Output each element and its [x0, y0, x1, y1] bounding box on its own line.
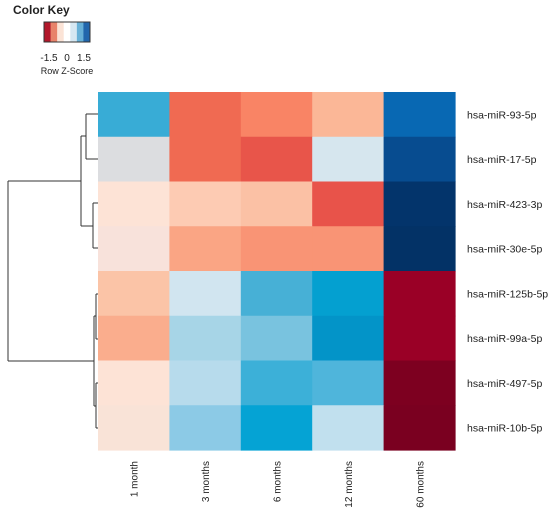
color-key-step — [70, 22, 78, 42]
heatmap-cell — [240, 136, 313, 183]
heatmap-cell — [240, 360, 313, 406]
heatmap-cell — [98, 405, 170, 451]
column-label: 3 months — [201, 461, 212, 502]
heatmap-cell — [240, 271, 313, 317]
row-label: hsa-miR-423-3p — [467, 199, 542, 211]
heatmap-cell — [169, 271, 242, 317]
color-key-tick-mid: 0 — [64, 53, 70, 64]
heatmap-cell — [98, 136, 170, 183]
heatmap-cell — [312, 271, 385, 317]
heatmap-cell — [240, 92, 313, 138]
color-key-gradient-bar — [44, 22, 91, 42]
heatmap-cell — [98, 315, 170, 362]
heatmap-cell — [312, 136, 385, 183]
heatmap-cells — [98, 92, 456, 451]
row-label: hsa-miR-125b-5p — [467, 288, 548, 300]
heatmap-cell — [98, 226, 170, 272]
column-label: 1 month — [130, 461, 141, 497]
row-label: hsa-miR-10b-5p — [467, 423, 542, 435]
heatmap-cell — [98, 360, 170, 406]
heatmap-cell — [312, 92, 385, 138]
column-label: 60 months — [415, 461, 426, 508]
column-label: 6 months — [273, 461, 284, 502]
heatmap-cell — [98, 92, 170, 138]
color-key: Color Key -1.5 0 1.5 Row Z-Score — [13, 3, 93, 76]
row-dendrogram — [7, 113, 98, 429]
heatmap-cell — [383, 315, 456, 362]
color-key-step — [83, 22, 91, 42]
color-key-step — [63, 22, 71, 42]
row-label: hsa-miR-99a-5p — [467, 333, 542, 345]
heatmap-cell — [240, 181, 313, 227]
heatmap-cell — [312, 181, 385, 227]
column-label: 12 months — [344, 461, 355, 508]
row-label: hsa-miR-30e-5p — [467, 244, 542, 256]
row-label: hsa-miR-17-5p — [467, 154, 537, 166]
heatmap-cell — [383, 405, 456, 451]
heatmap-cell — [240, 315, 313, 362]
color-key-step — [57, 22, 65, 42]
row-label: hsa-miR-93-5p — [467, 109, 537, 121]
column-labels: 1 month 3 months 6 months 12 months 60 month… — [130, 461, 427, 508]
color-key-step — [44, 22, 52, 42]
heatmap-cell — [240, 226, 313, 272]
color-key-tick-high: 1.5 — [77, 53, 91, 64]
row-labels: hsa-miR-93-5p hsa-miR-17-5p hsa-miR-423-3p… — [467, 109, 548, 434]
row-label: hsa-miR-497-5p — [467, 378, 542, 390]
heatmap-cell — [383, 92, 456, 138]
color-key-step — [50, 22, 58, 42]
heatmap-cell — [98, 181, 170, 227]
heatmap-cell — [169, 226, 242, 272]
heatmap-cell — [312, 405, 385, 451]
color-key-title: Color Key — [13, 3, 70, 17]
heatmap-cell — [169, 360, 242, 406]
color-key-label: Row Z-Score — [41, 66, 94, 76]
heatmap-cell — [312, 360, 385, 406]
heatmap-cell — [240, 405, 313, 451]
heatmap-cell — [169, 92, 242, 138]
color-key-step — [76, 22, 84, 42]
heatmap-cell — [383, 181, 456, 227]
heatmap-cell — [383, 271, 456, 317]
heatmap-cell — [169, 181, 242, 227]
heatmap-cell — [312, 315, 385, 362]
heatmap-cell — [312, 226, 385, 272]
heatmap-cell — [98, 271, 170, 317]
color-key-border — [43, 21, 91, 43]
heatmap-cell — [169, 136, 242, 183]
heatmap-cell — [169, 315, 242, 362]
heatmap-cell — [383, 226, 456, 272]
heatmap-cell — [383, 360, 456, 406]
color-key-tick-low: -1.5 — [40, 53, 58, 64]
heatmap-cell — [169, 405, 242, 451]
heatmap-cell — [383, 136, 456, 183]
